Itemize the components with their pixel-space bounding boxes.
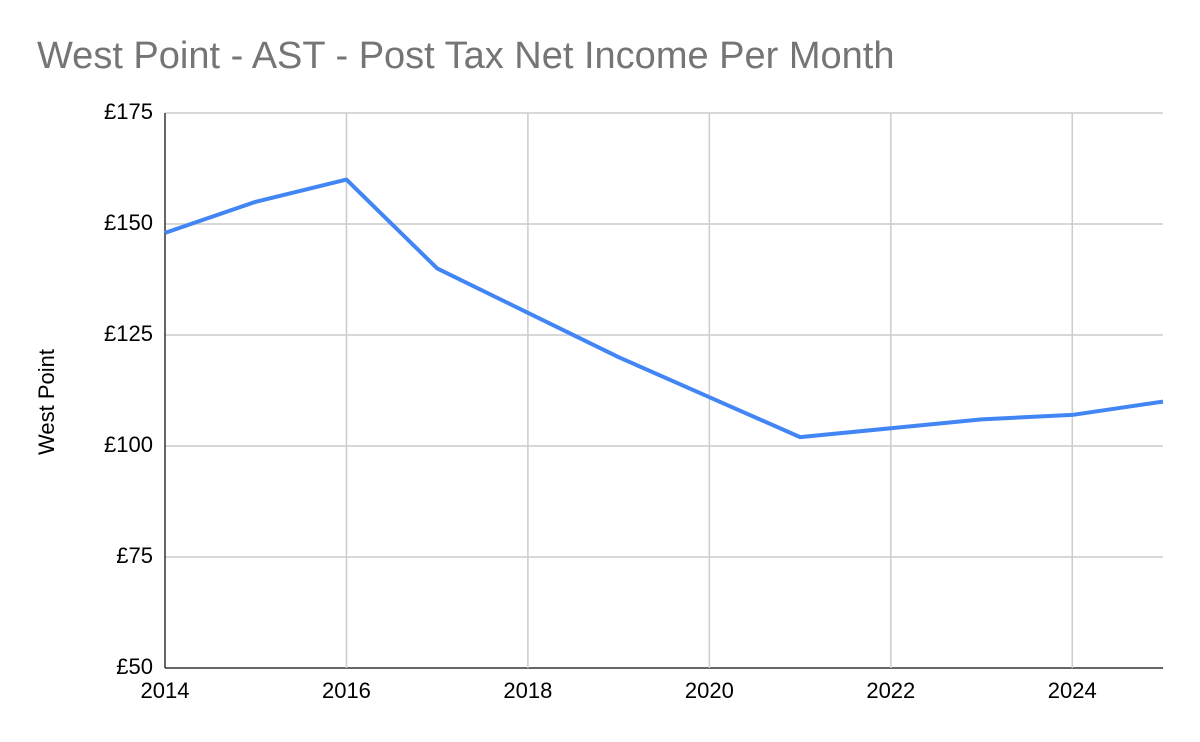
y-tick-label: £125	[104, 321, 153, 346]
y-tick-label: £150	[104, 210, 153, 235]
x-tick-label: 2016	[322, 678, 371, 703]
x-tick-label: 2018	[503, 678, 552, 703]
y-tick-label: £75	[116, 543, 153, 568]
y-tick-label: £175	[104, 99, 153, 124]
chart-title: West Point - AST - Post Tax Net Income P…	[37, 35, 894, 77]
x-tick-label: 2022	[866, 678, 915, 703]
y-tick-label: £100	[104, 432, 153, 457]
x-tick-label: 2020	[685, 678, 734, 703]
y-axis-label: West Point	[34, 349, 59, 455]
x-tick-label: 2014	[141, 678, 190, 703]
data-line	[164, 177, 1164, 440]
y-tick-label: £50	[116, 654, 153, 679]
x-tick-label: 2024	[1048, 678, 1097, 703]
